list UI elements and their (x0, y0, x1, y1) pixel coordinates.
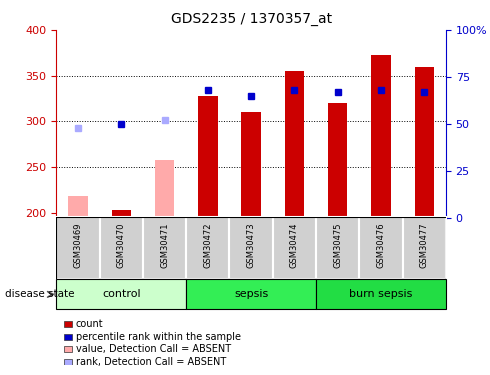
Text: value, Detection Call = ABSENT: value, Detection Call = ABSENT (76, 344, 231, 354)
FancyBboxPatch shape (56, 279, 186, 309)
Bar (198, 96, 218, 218)
FancyBboxPatch shape (359, 217, 403, 279)
FancyBboxPatch shape (316, 279, 446, 309)
Text: GSM30472: GSM30472 (203, 223, 212, 268)
Text: GSM30475: GSM30475 (333, 223, 342, 268)
Text: rank, Detection Call = ABSENT: rank, Detection Call = ABSENT (76, 357, 226, 366)
FancyBboxPatch shape (316, 217, 359, 279)
Bar (242, 112, 261, 218)
Text: disease state: disease state (5, 290, 74, 299)
FancyBboxPatch shape (403, 217, 446, 279)
Bar (64, 334, 72, 340)
FancyBboxPatch shape (56, 217, 99, 279)
Bar (415, 67, 434, 218)
FancyBboxPatch shape (186, 279, 316, 309)
Text: GSM30477: GSM30477 (420, 222, 429, 268)
Text: count: count (76, 320, 103, 329)
Text: GSM30474: GSM30474 (290, 223, 299, 268)
Bar (68, 196, 88, 217)
Bar (285, 71, 304, 217)
Bar (371, 55, 391, 217)
Bar (64, 321, 72, 327)
Text: GSM30471: GSM30471 (160, 223, 169, 268)
Bar (112, 210, 131, 218)
Text: GSM30469: GSM30469 (74, 223, 82, 268)
FancyBboxPatch shape (186, 217, 229, 279)
Text: sepsis: sepsis (234, 290, 268, 299)
FancyBboxPatch shape (99, 217, 143, 279)
FancyBboxPatch shape (229, 217, 273, 279)
Title: GDS2235 / 1370357_at: GDS2235 / 1370357_at (171, 12, 332, 26)
Text: GSM30470: GSM30470 (117, 223, 126, 268)
Bar (64, 358, 72, 364)
FancyBboxPatch shape (273, 217, 316, 279)
FancyBboxPatch shape (143, 217, 186, 279)
Text: GSM30476: GSM30476 (376, 222, 386, 268)
Bar (64, 346, 72, 352)
Text: control: control (102, 290, 141, 299)
Text: percentile rank within the sample: percentile rank within the sample (76, 332, 241, 342)
Bar (328, 103, 347, 218)
Text: burn sepsis: burn sepsis (349, 290, 413, 299)
Bar (155, 160, 174, 218)
Text: GSM30473: GSM30473 (246, 222, 256, 268)
